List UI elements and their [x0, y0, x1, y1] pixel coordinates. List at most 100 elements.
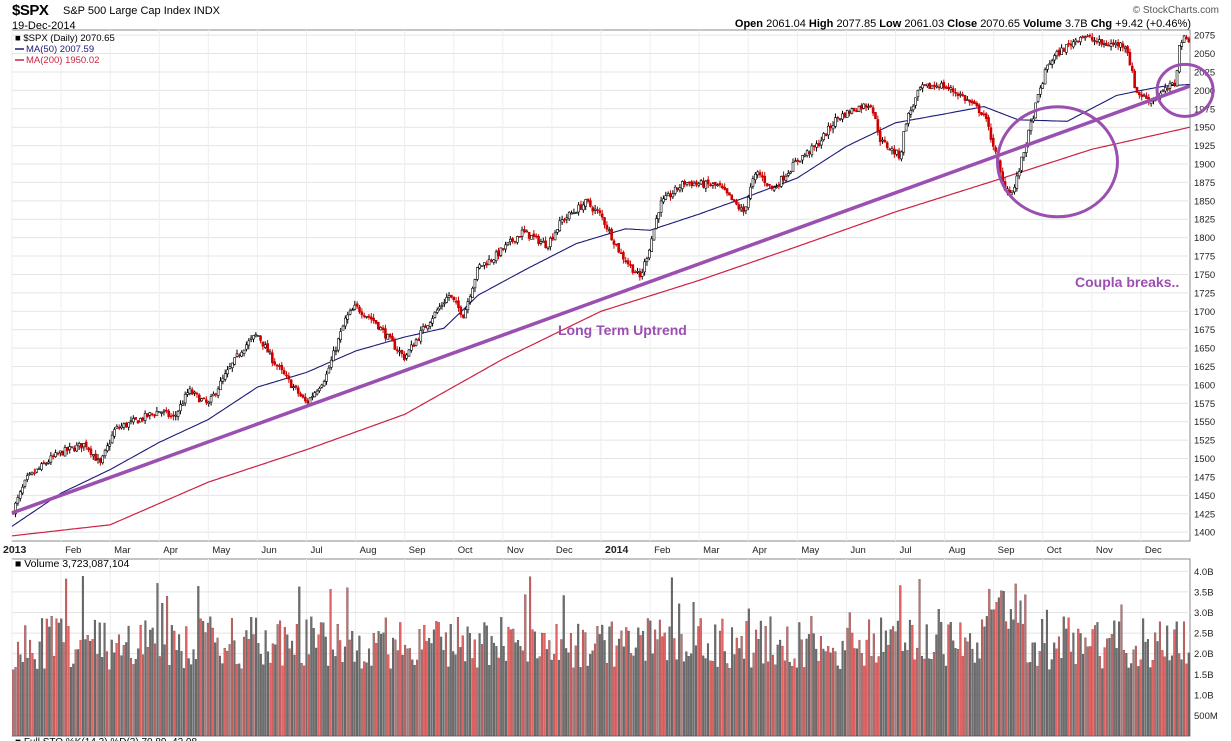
candle-body: [883, 139, 887, 143]
volume-bar: [853, 648, 856, 737]
volume-bar: [449, 624, 452, 737]
candle-body: [527, 231, 531, 239]
volume-bar: [603, 640, 606, 737]
volume-bar: [341, 662, 344, 737]
volume-bar: [846, 627, 849, 737]
ohlc-readout: Open 2061.04 High 2077.85 Low 2061.03 Cl…: [735, 18, 1191, 30]
volume-bar: [940, 622, 943, 737]
volume-bar: [536, 658, 539, 737]
candle-body: [452, 296, 456, 301]
volume-bar: [81, 576, 84, 737]
volume-bar: [298, 586, 301, 737]
volume-bar: [336, 623, 339, 737]
volume-bar: [526, 661, 529, 737]
x-tick-label: Feb: [65, 545, 81, 556]
candle-body: [1187, 38, 1191, 43]
volume-bar: [375, 643, 378, 737]
candle-body: [306, 400, 309, 404]
volume-bar: [555, 624, 558, 737]
volume-bar: [1120, 604, 1123, 737]
candle-body: [546, 246, 550, 249]
volume-bar: [149, 629, 152, 737]
volume-bar: [360, 668, 363, 737]
volume-bar: [38, 641, 41, 737]
candle-body: [688, 181, 691, 184]
candle-body: [860, 105, 863, 110]
candle-body: [63, 447, 67, 457]
x-tick-label: 2014: [605, 544, 629, 556]
volume-bar: [286, 634, 289, 737]
candle-body: [214, 393, 218, 396]
price-tick-label: 1775: [1194, 252, 1215, 263]
candle-body: [812, 145, 816, 147]
volume-bar: [521, 650, 524, 737]
candle-body: [685, 182, 689, 186]
volume-bar: [988, 589, 991, 737]
volume-bar: [79, 640, 82, 737]
volume-bar: [642, 631, 645, 737]
chg-label: Chg: [1090, 18, 1113, 30]
volume-bar: [367, 648, 371, 737]
volume-bar: [315, 647, 318, 737]
volume-bar: [242, 636, 246, 737]
volume-bar: [1043, 643, 1046, 737]
candle-body: [483, 262, 486, 266]
candle-body: [612, 240, 616, 245]
candle-body: [461, 314, 465, 318]
candle-body: [468, 296, 472, 303]
volume-bar: [964, 637, 967, 737]
volume-bar: [199, 618, 202, 737]
candle-body: [852, 107, 856, 112]
close-value: 2070.65: [980, 18, 1020, 30]
candle-body: [942, 81, 946, 89]
volume-bar: [43, 668, 46, 737]
volume-bar: [262, 664, 265, 737]
volume-bar: [913, 659, 916, 737]
x-tick-label: Jul: [900, 545, 912, 556]
candle-body: [1097, 39, 1101, 43]
volume-bar: [1007, 628, 1010, 737]
candle-body: [1055, 51, 1059, 57]
candle-body: [631, 264, 635, 273]
volume-bar: [190, 664, 193, 737]
x-tick-label: Jun: [850, 545, 865, 556]
candle-body: [247, 340, 251, 346]
volume-bar: [1154, 632, 1157, 737]
volume-bar: [214, 642, 217, 737]
volume-bar: [346, 587, 349, 737]
candle-body: [659, 200, 663, 213]
candle-body: [1116, 42, 1120, 47]
candle-body: [54, 452, 57, 457]
candle-body: [970, 100, 974, 104]
volume-bar: [839, 669, 842, 737]
high-label: High: [808, 18, 834, 30]
volume-bar: [382, 632, 385, 737]
candle-body: [949, 87, 953, 90]
volume-bar: [1094, 625, 1097, 737]
candle-body: [320, 384, 324, 388]
candle-body: [1090, 36, 1094, 41]
volume-bar: [776, 644, 779, 737]
volume-bar: [456, 617, 459, 737]
candle-body: [346, 314, 350, 320]
volume-bar: [937, 609, 940, 737]
volume-bar: [868, 619, 871, 737]
volume-bar: [993, 609, 996, 737]
candle-body: [278, 365, 281, 367]
candle-body: [508, 239, 512, 243]
candle-body: [697, 183, 701, 186]
candle-body: [989, 127, 993, 140]
volume-bar: [31, 653, 34, 737]
candle-body: [1046, 64, 1049, 70]
volume-bar: [1185, 663, 1188, 737]
candle-body: [362, 315, 366, 317]
candle-body: [975, 102, 979, 107]
candle-body: [1135, 86, 1139, 93]
volume-bar: [608, 626, 611, 737]
volume-bar: [230, 618, 233, 737]
volume-bar: [1149, 667, 1152, 737]
candle-body: [702, 180, 705, 188]
candle-body: [1180, 42, 1184, 47]
candle-body: [33, 472, 36, 475]
volume-bar: [517, 640, 520, 737]
